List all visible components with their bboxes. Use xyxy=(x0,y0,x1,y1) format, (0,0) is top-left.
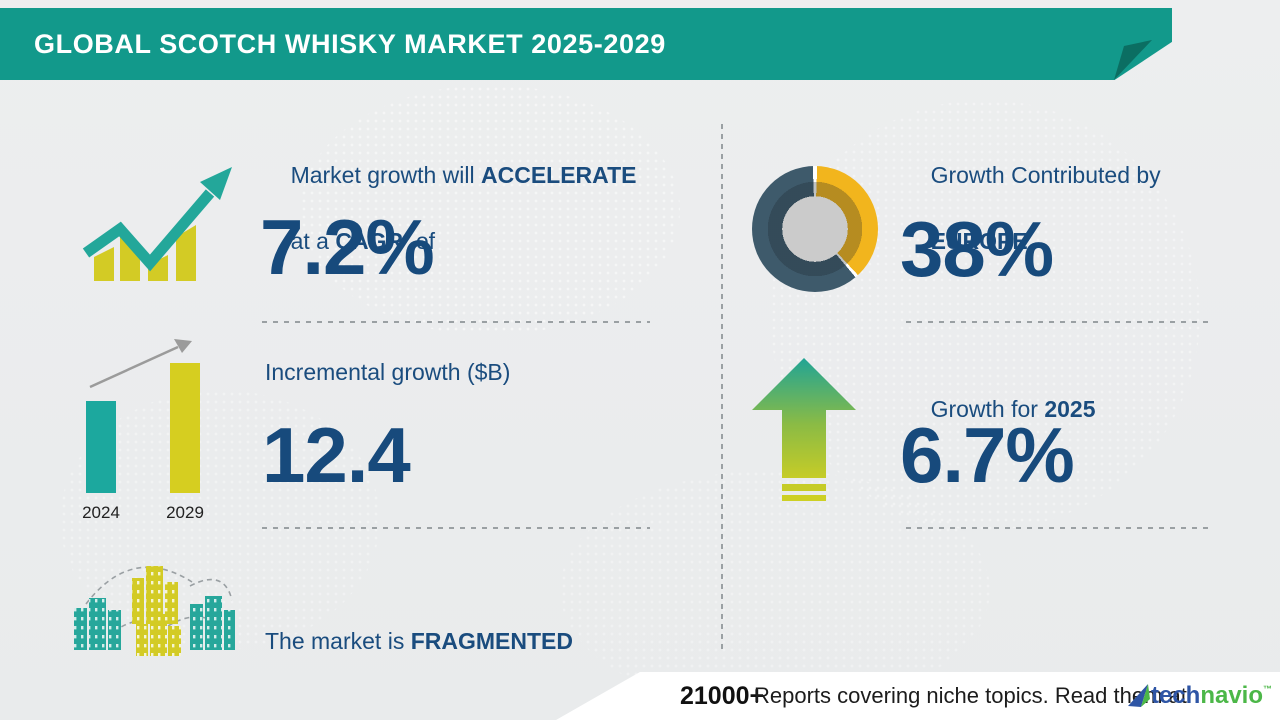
europe-share-value: 38% xyxy=(900,205,1054,293)
page-title: GLOBAL SCOTCH WHISKY MARKET 2025-2029 xyxy=(34,29,666,59)
report-count: 21000+ xyxy=(680,682,765,710)
brand-navio: navio xyxy=(1200,682,1263,709)
growth-2025-value: 6.7% xyxy=(900,411,1075,499)
trademark-symbol: ™ xyxy=(1263,684,1272,694)
bar-year-start-label: 2024 xyxy=(82,503,120,522)
dashed-separator xyxy=(906,527,1214,529)
up-arrow-growth-icon xyxy=(752,358,856,501)
cagr-value: 7.2% xyxy=(260,203,435,291)
cagr-accelerate-text: ACCELERATE xyxy=(481,162,637,188)
fragmented-label: The market is FRAGMENTED with several pl… xyxy=(265,554,670,720)
fragmented-keyword: FRAGMENTED xyxy=(410,628,573,654)
banner-corner-fold xyxy=(1114,40,1152,80)
technavio-arrow-icon xyxy=(1127,684,1150,707)
footer-bar: 21000+ Reports covering niche topics. Re… xyxy=(556,672,1280,720)
growth-year: 2025 xyxy=(1044,396,1096,422)
buildings-fragmented-market-icon xyxy=(74,566,235,656)
fragmented-text: The market is xyxy=(265,628,411,654)
cagr-label: Market growth will ACCELERATE at a CAGR … xyxy=(265,126,637,291)
technavio-logo: tech navio ™ xyxy=(1127,672,1272,720)
europe-region: EUROPE xyxy=(930,228,1028,254)
growth-text: Growth for xyxy=(930,396,1045,422)
europe-label: Growth Contributed by EUROPE xyxy=(905,126,1161,291)
europe-share-donut-chart xyxy=(752,166,878,292)
line-chart-growth-icon xyxy=(82,167,232,281)
europe-text: Growth Contributed by xyxy=(930,162,1161,188)
cagr-text: Market growth will xyxy=(290,162,481,188)
cagr-text: at a xyxy=(290,228,336,254)
incremental-growth-label: Incremental growth ($B) xyxy=(265,359,511,385)
dashed-separator xyxy=(262,527,650,529)
bar-chart-2024-2029-icon: 2024 2029 xyxy=(82,339,204,522)
bar-year-end-label: 2029 xyxy=(166,503,204,522)
cagr-text: of xyxy=(403,228,436,254)
footer-message: Reports covering niche topics. Read them… xyxy=(754,683,1187,708)
dashed-separator xyxy=(906,321,1214,323)
brand-tech: tech xyxy=(1150,682,1201,709)
growth-2025-label: Growth for 2025 xyxy=(905,360,1096,459)
dashed-separator xyxy=(262,321,650,323)
incremental-growth-value: 12.4 xyxy=(262,411,411,499)
header-banner: GLOBAL SCOTCH WHISKY MARKET 2025-2029 xyxy=(0,8,1172,80)
column-divider xyxy=(721,124,723,654)
cagr-acronym: CAGR xyxy=(335,228,404,254)
